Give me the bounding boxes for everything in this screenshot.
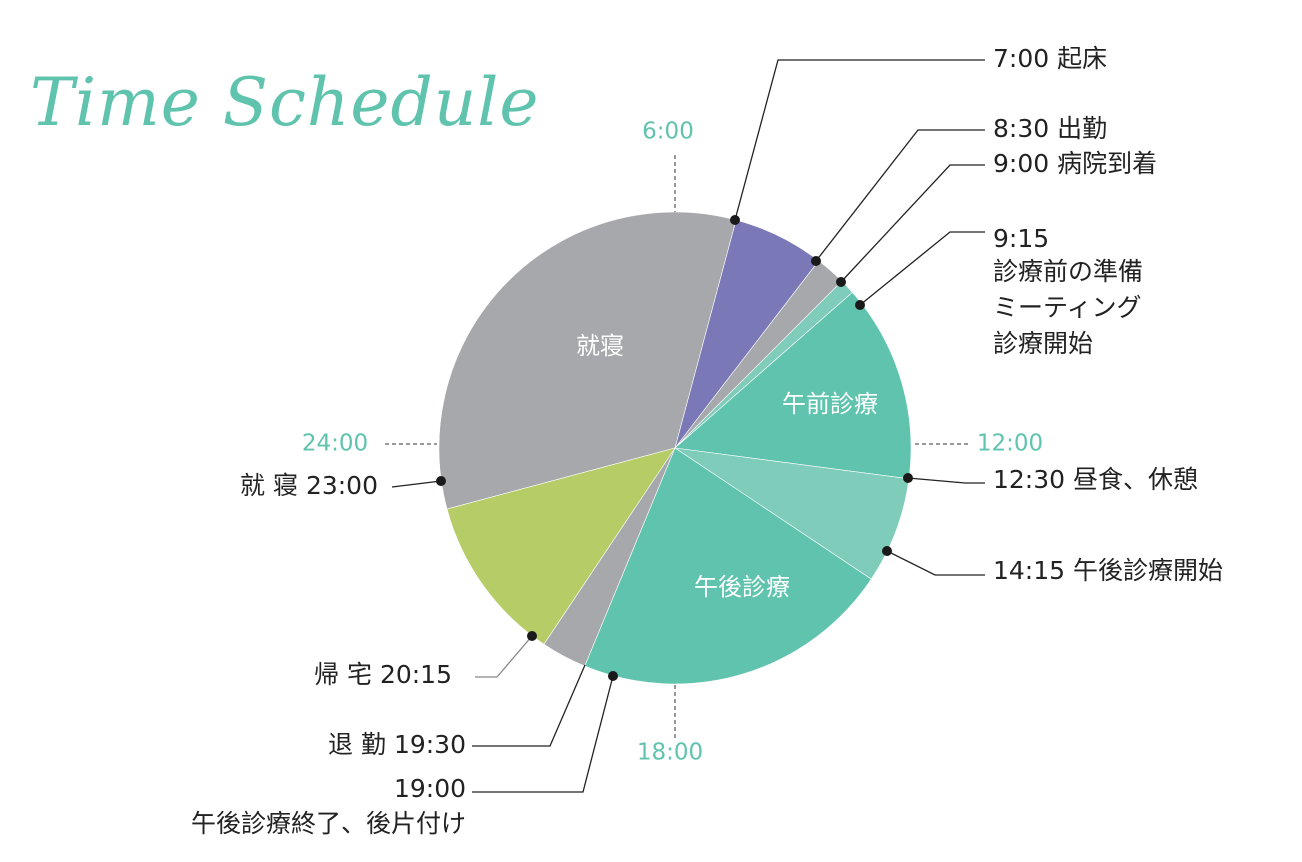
event-detail-label: 診療前の準備 bbox=[993, 257, 1143, 286]
event-detail-label: ミーティング bbox=[993, 293, 1142, 322]
event-marker bbox=[608, 671, 618, 681]
slice-label: 就寝 bbox=[576, 332, 624, 360]
pie-slice bbox=[584, 447, 872, 685]
clock-label: 18:00 bbox=[637, 740, 703, 766]
event-marker bbox=[882, 546, 892, 556]
callout-line bbox=[886, 550, 985, 576]
event-marker bbox=[855, 300, 865, 310]
callout-line bbox=[907, 477, 985, 484]
event-marker bbox=[811, 256, 821, 266]
slice-label: 午前診療 bbox=[782, 390, 878, 418]
clock-label: 24:00 bbox=[302, 431, 368, 457]
clock-label: 6:00 bbox=[642, 119, 694, 145]
event-marker bbox=[527, 631, 537, 641]
callout-line bbox=[815, 129, 985, 262]
callout-line bbox=[391, 480, 442, 488]
callout-line bbox=[734, 59, 985, 221]
event-detail-label: 午後診療終了、後片付け bbox=[191, 809, 466, 838]
event-label: 帰 宅 20:15 bbox=[314, 660, 452, 689]
callout-line bbox=[840, 164, 985, 283]
callout-line bbox=[472, 664, 586, 747]
event-marker bbox=[836, 277, 846, 287]
event-label: 12:30 昼食、休憩 bbox=[993, 465, 1198, 494]
callout-line bbox=[859, 231, 985, 306]
event-label: 7:00 起床 bbox=[993, 44, 1107, 73]
event-label: 9:15 bbox=[993, 224, 1049, 253]
event-label: 14:15 午後診療開始 bbox=[993, 556, 1223, 585]
event-marker bbox=[436, 476, 446, 486]
event-label: 8:30 出勤 bbox=[993, 114, 1107, 143]
event-label: 9:00 病院到着 bbox=[993, 149, 1157, 178]
callout-line bbox=[472, 675, 614, 793]
event-label: 退 勤 19:30 bbox=[328, 730, 466, 759]
event-marker bbox=[903, 473, 913, 483]
clock-label: 12:00 bbox=[977, 431, 1043, 457]
event-marker bbox=[730, 215, 740, 225]
event-detail-label: 診療開始 bbox=[993, 329, 1093, 358]
chart-title: Time Schedule bbox=[30, 64, 539, 141]
callout-line bbox=[475, 635, 533, 678]
pie-slice bbox=[438, 211, 737, 510]
event-label: 19:00 bbox=[394, 774, 466, 803]
event-label: 就 寝 23:00 bbox=[240, 471, 378, 500]
slice-label: 午後診療 bbox=[694, 573, 790, 601]
